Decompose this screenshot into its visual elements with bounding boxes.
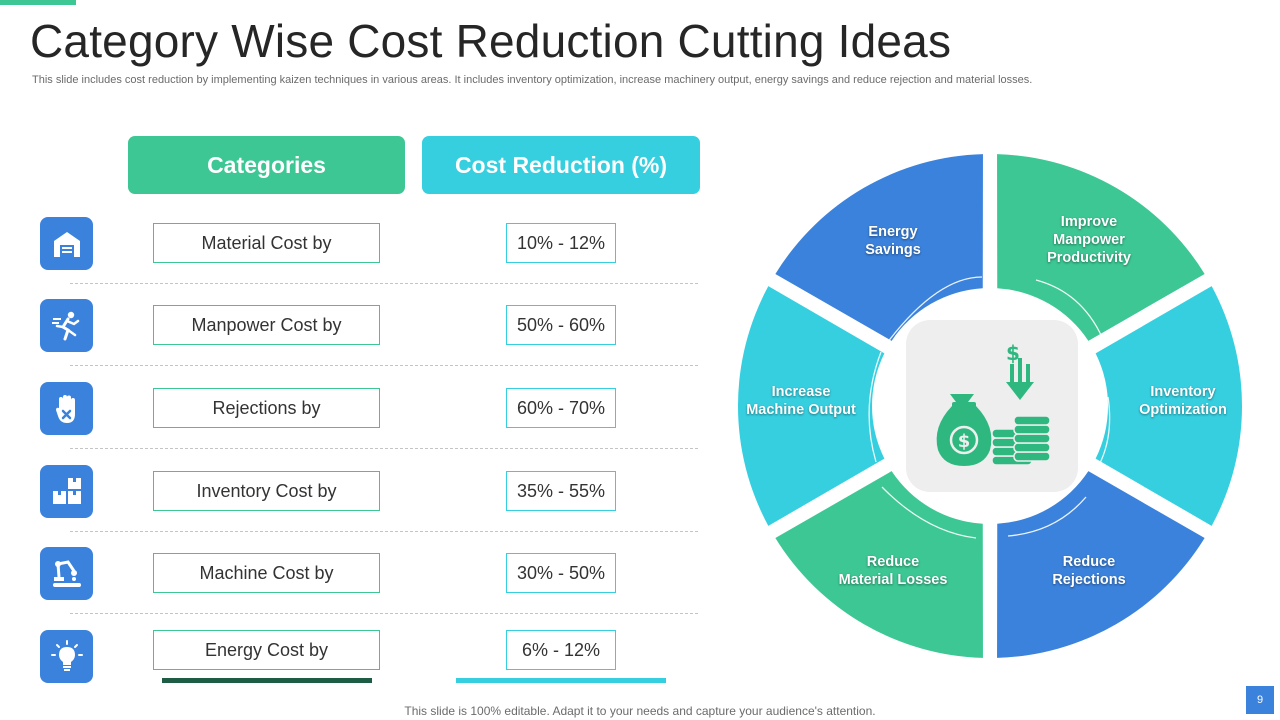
slide-title: Category Wise Cost Reduction Cutting Ide… bbox=[30, 15, 952, 67]
row-divider bbox=[70, 531, 698, 532]
segment-inventory-optimization bbox=[1095, 286, 1242, 526]
warehouse-icon bbox=[40, 217, 93, 270]
page-number: 9 bbox=[1246, 686, 1274, 714]
light-bulb-icon bbox=[40, 630, 93, 683]
svg-text:$: $ bbox=[1006, 342, 1020, 365]
table-row: Material Cost by 10% - 12% bbox=[0, 217, 720, 299]
category-underline-bar bbox=[162, 678, 372, 683]
row-divider bbox=[70, 283, 698, 284]
category-cell: Material Cost by bbox=[153, 223, 380, 263]
row-divider bbox=[70, 365, 698, 366]
center-icon-box: $ $ bbox=[906, 320, 1078, 492]
table-row: Manpower Cost by 50% - 60% bbox=[0, 299, 720, 381]
table-row: Machine Cost by 30% - 50% bbox=[0, 547, 720, 629]
segment-label-reduce-material-losses: Reduce Material Losses bbox=[838, 554, 948, 588]
category-cell: Energy Cost by bbox=[153, 630, 380, 670]
segment-label-improve-manpower: Improve Manpower Productivity bbox=[1047, 214, 1131, 266]
slide-subtitle: This slide includes cost reduction by im… bbox=[32, 74, 1033, 86]
segment-reduce-rejections bbox=[997, 471, 1205, 658]
category-cell: Manpower Cost by bbox=[153, 305, 380, 345]
reduction-cell: 50% - 60% bbox=[506, 305, 616, 345]
category-cell: Inventory Cost by bbox=[153, 471, 380, 511]
top-accent-bar bbox=[0, 0, 76, 5]
reduction-cell: 6% - 12% bbox=[506, 630, 616, 670]
segment-label-reduce-rejections: Reduce Rejections bbox=[1052, 554, 1126, 588]
category-cell: Machine Cost by bbox=[153, 553, 380, 593]
table-row: Energy Cost by 6% - 12% bbox=[0, 630, 720, 690]
reduction-cell: 10% - 12% bbox=[506, 223, 616, 263]
money-bag-coins-icon: $ $ bbox=[936, 342, 1051, 466]
categories-header: Categories bbox=[128, 136, 405, 194]
running-person-icon bbox=[40, 299, 93, 352]
category-cell: Rejections by bbox=[153, 388, 380, 428]
table-row: Inventory Cost by 35% - 55% bbox=[0, 465, 720, 547]
segment-label-increase-machine-output: Increase Machine Output bbox=[746, 384, 856, 418]
reduction-cell: 35% - 55% bbox=[506, 471, 616, 511]
segment-label-inventory-optimization: Inventory Optimization bbox=[1139, 384, 1227, 418]
table-row: Rejections by 60% - 70% bbox=[0, 382, 720, 464]
segment-energy-savings bbox=[775, 154, 983, 341]
reduction-cell: 30% - 50% bbox=[506, 553, 616, 593]
segment-increase-machine-output bbox=[738, 286, 885, 526]
cycle-arrows bbox=[868, 276, 1111, 539]
segment-label-energy-savings: Energy Savings bbox=[865, 224, 921, 258]
reduction-underline-bar bbox=[456, 678, 666, 683]
row-divider bbox=[70, 613, 698, 614]
hand-stop-icon bbox=[40, 382, 93, 435]
robot-arm-icon bbox=[40, 547, 93, 600]
reduction-cell: 60% - 70% bbox=[506, 388, 616, 428]
segment-improve-manpower bbox=[997, 154, 1205, 341]
svg-text:$: $ bbox=[958, 431, 971, 452]
segment-reduce-material-losses bbox=[775, 471, 983, 658]
cycle-diagram bbox=[738, 154, 1242, 658]
row-divider bbox=[70, 448, 698, 449]
footer-note: This slide is 100% editable. Adapt it to… bbox=[404, 704, 876, 718]
cost-reduction-header: Cost Reduction (%) bbox=[422, 136, 700, 194]
boxes-icon bbox=[40, 465, 93, 518]
